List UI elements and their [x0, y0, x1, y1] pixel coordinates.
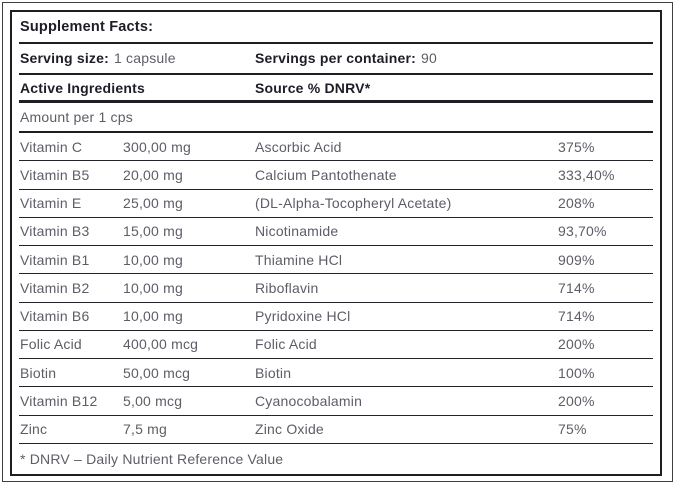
amount-header-row: Amount per 1 cps [19, 103, 653, 133]
table-row: Biotin 50,00 mcg Biotin 100% [19, 359, 653, 388]
ingredient-dnrv: 333,40% [558, 166, 615, 183]
ingredient-name: Vitamin B12 [20, 393, 98, 410]
column-header-ingredients: Active Ingredients [20, 79, 145, 96]
ingredient-source: Thiamine HCl [255, 251, 343, 268]
ingredient-amount: 400,00 mcg [123, 336, 199, 353]
ingredient-amount: 25,00 mg [123, 195, 183, 212]
ingredient-source: (DL-Alpha-Tocopheryl Acetate) [255, 195, 452, 212]
ingredient-source: Calcium Pantothenate [255, 166, 397, 183]
ingredient-name: Folic Acid [20, 336, 82, 353]
ingredient-dnrv: 208% [558, 195, 595, 212]
supplement-facts-table: Supplement Facts: Serving size: 1 capsule… [10, 10, 662, 476]
ingredient-source: Ascorbic Acid [255, 138, 342, 155]
ingredient-source: Folic Acid [255, 336, 317, 353]
table-row: Vitamin B2 10,00 mg Riboflavin 714% [19, 274, 653, 303]
table-row: Vitamin B3 15,00 mg Nicotinamide 93,70% [19, 218, 653, 247]
table-row: Vitamin B6 10,00 mg Pyridoxine HCl 714% [19, 303, 653, 331]
serving-row: Serving size: 1 capsule Servings per cont… [19, 44, 653, 75]
ingredient-name: Vitamin B1 [20, 251, 90, 268]
footnote: * DNRV – Daily Nutrient Reference Value [20, 450, 284, 467]
ingredient-dnrv: 100% [558, 364, 595, 381]
table-row: Vitamin C 300,00 mg Ascorbic Acid 375% [19, 133, 653, 162]
ingredient-name: Vitamin B2 [20, 279, 90, 296]
ingredient-name: Vitamin B5 [20, 166, 90, 183]
ingredient-amount: 10,00 mg [123, 279, 183, 296]
ingredient-source: Riboflavin [255, 279, 319, 296]
serving-size: Serving size: 1 capsule [19, 50, 255, 68]
ingredient-source: Biotin [255, 364, 292, 381]
label-outer-frame: Supplement Facts: Serving size: 1 capsule… [2, 2, 673, 482]
ingredient-name: Vitamin B6 [20, 308, 90, 325]
column-header-row: Active Ingredients Source % DNRV* [19, 75, 653, 103]
ingredient-dnrv: 375% [558, 138, 595, 155]
title-row: Supplement Facts: [19, 12, 653, 44]
ingredient-amount: 10,00 mg [123, 308, 183, 325]
ingredient-source: Pyridoxine HCl [255, 308, 351, 325]
amount-header: Amount per 1 cps [20, 109, 133, 125]
ingredient-source: Nicotinamide [255, 223, 339, 240]
table-row: Vitamin B1 10,00 mg Thiamine HCl 909% [19, 246, 653, 275]
ingredient-source: Cyanocobalamin [255, 393, 363, 410]
ingredient-dnrv: 714% [558, 308, 595, 325]
ingredient-amount: 7,5 mg [123, 421, 167, 438]
ingredient-amount: 5,00 mcg [123, 393, 183, 410]
serving-size-label: Serving size: [20, 49, 109, 66]
table-row: Vitamin B12 5,00 mcg Cyanocobalamin 200% [19, 387, 653, 416]
servings-per-container-label: Servings per container: [255, 49, 416, 66]
table-row: Vitamin E 25,00 mg (DL-Alpha-Tocopheryl … [19, 190, 653, 218]
table-row: Folic Acid 400,00 mcg Folic Acid 200% [19, 331, 653, 360]
table-row: Zinc 7,5 mg Zinc Oxide 75% [19, 416, 653, 444]
ingredient-rows: Vitamin C 300,00 mg Ascorbic Acid 375% V… [19, 133, 653, 444]
ingredient-amount: 10,00 mg [123, 251, 183, 268]
page-title: Supplement Facts: [20, 19, 154, 35]
ingredient-amount: 50,00 mcg [123, 364, 191, 381]
servings-per-container-value: 90 [420, 49, 437, 66]
ingredient-dnrv: 200% [558, 393, 595, 410]
ingredient-amount: 20,00 mg [123, 166, 183, 183]
column-header-source: Source % DNRV* [255, 79, 371, 96]
table-row: Vitamin B5 20,00 mg Calcium Pantothenate… [19, 161, 653, 190]
ingredient-name: Vitamin E [20, 195, 82, 212]
ingredient-amount: 15,00 mg [123, 223, 183, 240]
ingredient-dnrv: 714% [558, 279, 595, 296]
ingredient-name: Vitamin C [20, 138, 83, 155]
servings-per-container: Servings per container: 90 [255, 50, 653, 68]
ingredient-dnrv: 75% [558, 421, 587, 438]
ingredient-dnrv: 200% [558, 336, 595, 353]
ingredient-name: Biotin [20, 364, 57, 381]
ingredient-amount: 300,00 mg [123, 138, 191, 155]
ingredient-source: Zinc Oxide [255, 421, 324, 438]
ingredient-name: Vitamin B3 [20, 223, 90, 240]
footnote-row: * DNRV – Daily Nutrient Reference Value [19, 444, 653, 474]
ingredient-dnrv: 909% [558, 251, 595, 268]
ingredient-dnrv: 93,70% [558, 223, 607, 240]
serving-size-value: 1 capsule [113, 49, 176, 66]
ingredient-name: Zinc [20, 421, 48, 438]
